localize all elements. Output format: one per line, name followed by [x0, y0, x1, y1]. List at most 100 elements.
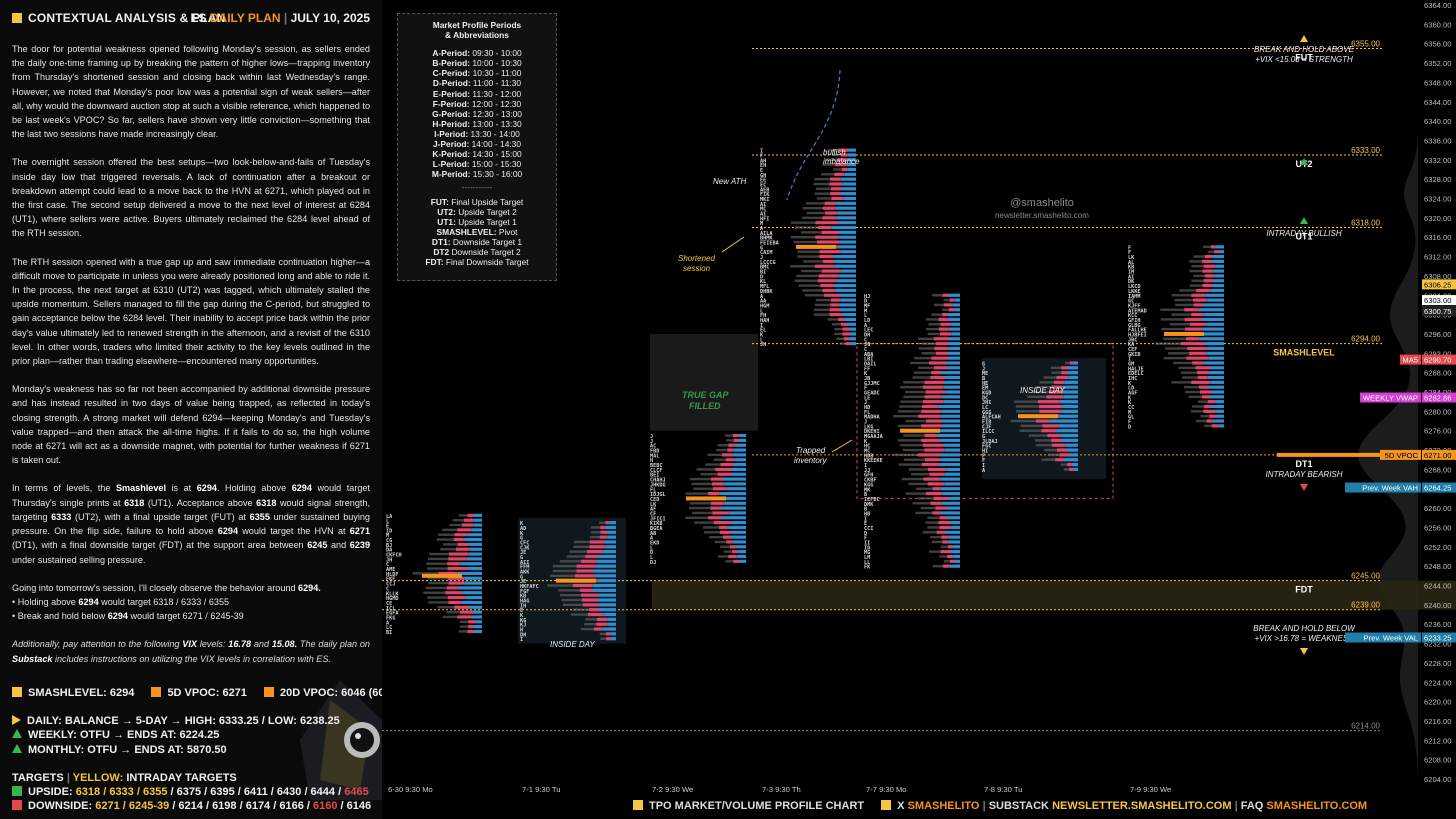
tpo-letters: LKG	[864, 424, 873, 430]
volume-bar-sell	[447, 566, 468, 571]
volume-bar-total	[915, 487, 933, 490]
yellow-square-icon	[12, 13, 22, 23]
volume-bar-sell	[1039, 404, 1063, 409]
tpo-letters: MF	[864, 303, 870, 309]
volume-bar-total	[1155, 342, 1181, 345]
volume-bar-total	[459, 625, 469, 628]
volume-bar-sell	[918, 414, 941, 418]
volume-bar-buy	[721, 506, 746, 510]
volume-bar-sell	[845, 342, 851, 346]
volume-bar-sell	[1209, 414, 1217, 418]
tpo-letters: D	[1128, 424, 1131, 430]
price-marker-label: 6290.70	[1424, 356, 1451, 365]
period-label: I-Period:	[434, 128, 469, 139]
level-name-fut: FUT	[1295, 53, 1313, 63]
footer-faq-link[interactable]: SMASHELITO.COM	[1266, 800, 1368, 812]
tpo-letters: F	[1128, 245, 1131, 251]
volume-bar-buy	[1059, 400, 1078, 404]
price-tick-label: 6280.00	[1424, 407, 1451, 416]
period-label: M-Period:	[431, 169, 471, 180]
tpo-letters: EDELC	[1128, 371, 1144, 377]
footer-x-link[interactable]: SMASHELITO	[907, 800, 980, 812]
price-tick-label: 6316.00	[1424, 233, 1451, 242]
volume-bar-total	[930, 535, 942, 539]
abbr-key: UT2:	[437, 206, 456, 217]
vix-note: Additionally, pay attention to the follo…	[12, 637, 370, 665]
volume-bar-sell	[594, 627, 603, 631]
volume-bar-buy	[602, 550, 616, 554]
volume-bar-total	[827, 318, 839, 321]
periods-legend: Market Profile Periods & Abbreviations A-…	[397, 13, 557, 281]
volume-bar-total	[428, 581, 449, 585]
volume-bar-buy	[1068, 375, 1078, 380]
volume-bar-buy	[1211, 390, 1224, 394]
volume-bar-sell	[824, 201, 836, 205]
footer-substack-link[interactable]: NEWSLETTER.SMASHELITO.COM	[1052, 800, 1232, 812]
volume-bar-buy	[596, 598, 616, 602]
volume-bar-buy	[592, 588, 616, 592]
volume-bar-sell	[463, 518, 474, 522]
volume-bar-buy	[592, 583, 616, 588]
lp-text: (UT1). Acceptance above	[144, 497, 257, 508]
session-poc-bar	[556, 578, 596, 583]
tpo-letters: HKFAFC	[520, 584, 539, 590]
tpo-letters: MC	[864, 449, 870, 455]
volume-bar-total	[1039, 381, 1054, 384]
tpo-letters: I	[864, 463, 867, 469]
volume-bar-total	[436, 538, 454, 541]
volume-bar-sell	[821, 230, 838, 234]
price-tick-label: 6292.00	[1424, 349, 1451, 358]
tpo-letters: IDJGL	[650, 492, 666, 498]
volume-bar-buy	[724, 501, 746, 505]
intraday-bullish-text: INTRADAY BULLISH	[1266, 229, 1342, 238]
volume-bar-sell	[729, 545, 736, 549]
tpo-letters: K	[520, 613, 524, 619]
volume-bar-buy	[1201, 317, 1224, 322]
volume-bar-sell	[727, 448, 734, 452]
tpo-letters: I	[982, 463, 985, 469]
volume-bar-total	[1028, 434, 1048, 437]
volume-bar-buy	[475, 620, 482, 624]
tpo-letters: A	[864, 323, 868, 329]
volume-bar-total	[585, 618, 597, 621]
period-row: M-Period: 15:30 - 16:00	[398, 169, 556, 179]
down-arrow-icon	[1300, 648, 1308, 655]
price-tick-label: 6224.00	[1424, 678, 1451, 687]
volume-bar-total	[685, 516, 709, 519]
volume-bar-total	[897, 410, 922, 413]
volume-bar-buy	[466, 557, 482, 561]
volume-bar-sell	[1203, 279, 1213, 283]
volume-bar-sell	[829, 182, 843, 186]
volume-bar-buy	[951, 322, 960, 326]
price-tick-label: 6308.00	[1424, 272, 1451, 281]
abbr-list: FUT: Final Upside Target UT2: Upside Targ…	[398, 197, 556, 268]
abbr-row: DT1: Downside Target 1	[398, 237, 556, 247]
price-tick-label: 6340.00	[1424, 117, 1451, 126]
volume-bar-sell	[927, 467, 947, 471]
volume-bar-sell	[589, 545, 606, 549]
volume-bar-total	[716, 448, 728, 452]
volume-bar-buy	[949, 564, 960, 568]
volume-bar-total	[814, 177, 830, 181]
tpo-letters: L	[650, 555, 653, 561]
watermark-site: newsletter.smashelito.com	[995, 211, 1089, 220]
volume-bar-sell	[448, 557, 467, 561]
tpo-letters: G	[520, 555, 523, 561]
volume-bar-sell	[829, 177, 841, 181]
volume-bar-total	[790, 236, 816, 239]
volume-bar-buy	[464, 576, 482, 580]
volume-bar-buy	[1062, 404, 1078, 409]
tpo-chart[interactable]: 6355.00FUT6333.00UT26318.00UT16294.00SMA…	[382, 0, 1456, 819]
volume-bar-total	[798, 284, 821, 287]
volume-bar-sell	[941, 535, 949, 539]
tpo-letters: LBI	[864, 357, 873, 363]
volume-bar-sell	[1184, 308, 1199, 312]
price-tick-label: 6296.00	[1424, 330, 1451, 339]
period-row: F-Period: 12:00 - 12:30	[398, 99, 556, 109]
volume-bar-buy	[837, 211, 856, 215]
tpo-letters: ICL	[386, 606, 395, 612]
period-row: L-Period: 15:00 - 15:30	[398, 159, 556, 169]
volume-bar-sell	[605, 521, 610, 525]
volume-bar-total	[905, 390, 926, 394]
tpo-letters: I	[1128, 357, 1131, 363]
